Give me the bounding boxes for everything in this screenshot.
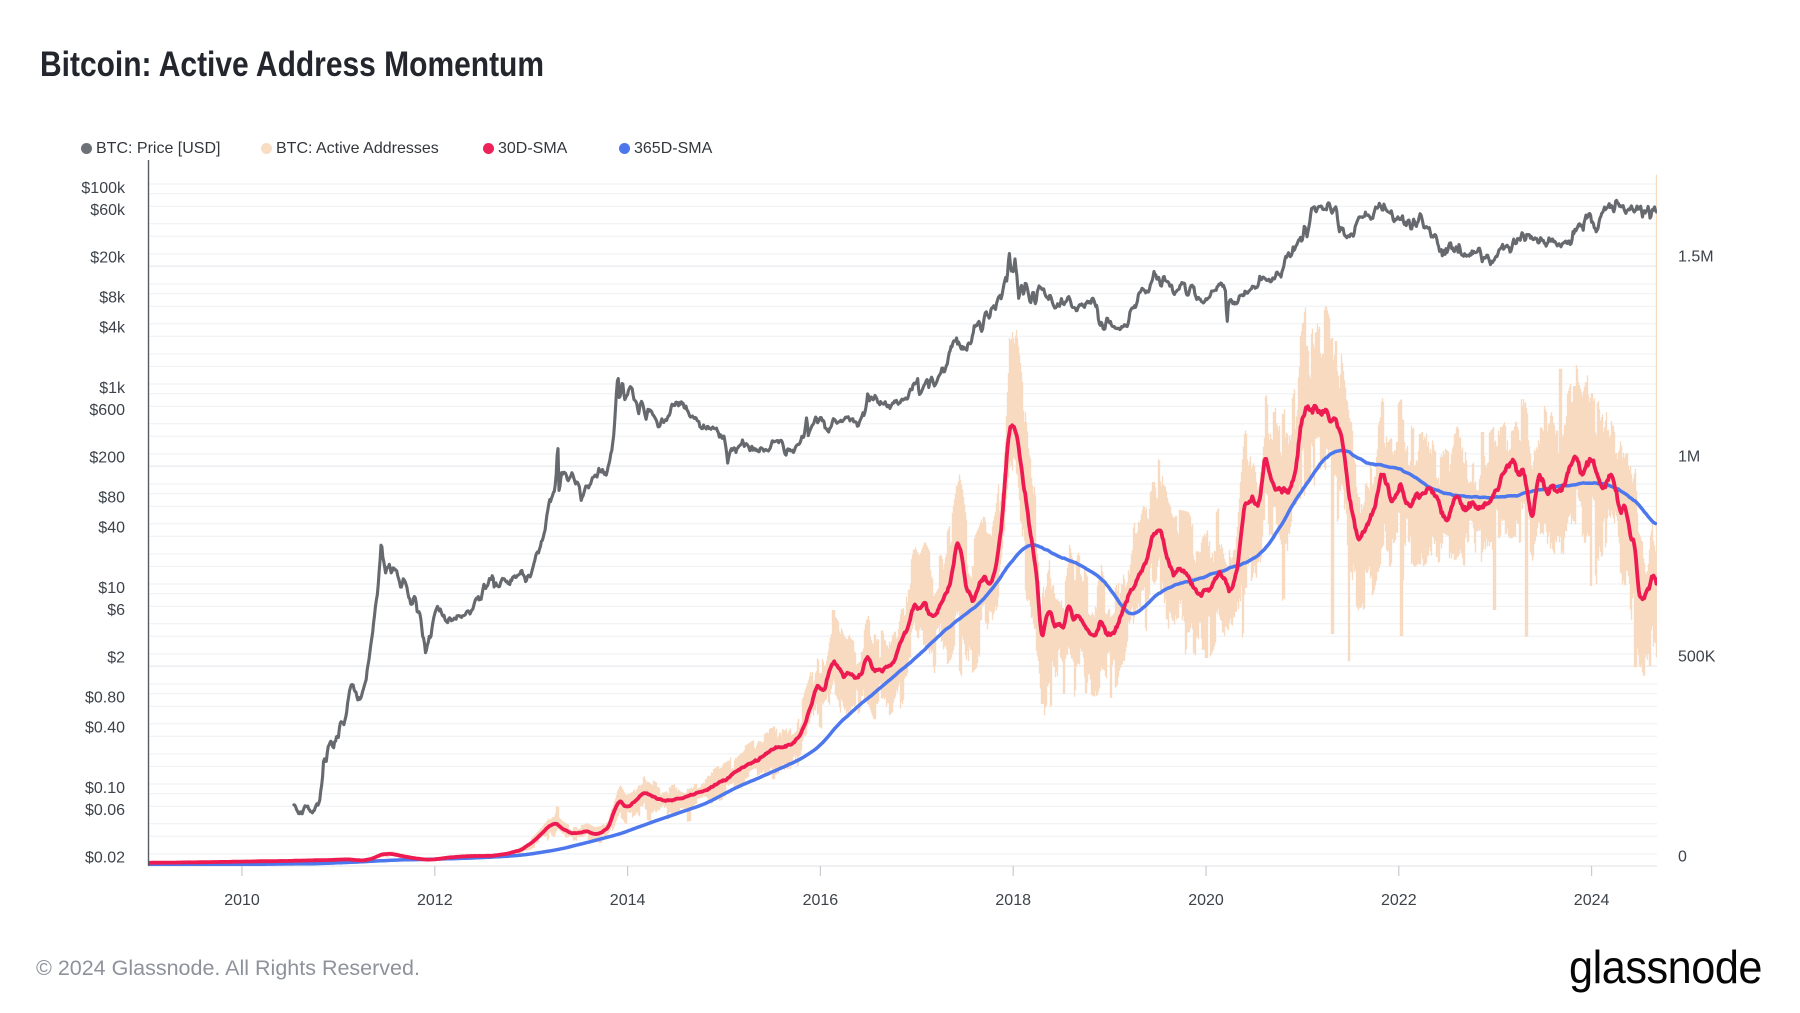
- svg-text:$10: $10: [98, 580, 125, 597]
- svg-text:500K: 500K: [1678, 648, 1716, 665]
- svg-text:$0.06: $0.06: [85, 802, 125, 819]
- svg-text:$2: $2: [107, 650, 125, 667]
- svg-text:Bitcoin: Active Address Moment: Bitcoin: Active Address Momentum: [40, 45, 544, 84]
- svg-text:$0.40: $0.40: [85, 720, 125, 737]
- svg-text:2012: 2012: [417, 892, 453, 909]
- svg-text:$0.10: $0.10: [85, 780, 125, 797]
- svg-text:$200: $200: [89, 450, 125, 467]
- svg-text:2024: 2024: [1574, 892, 1610, 909]
- svg-text:$0.80: $0.80: [85, 690, 125, 707]
- svg-text:1M: 1M: [1678, 448, 1700, 465]
- svg-text:$4k: $4k: [99, 320, 126, 337]
- svg-text:$40: $40: [98, 520, 125, 537]
- svg-text:0: 0: [1678, 848, 1687, 865]
- svg-text:2010: 2010: [224, 892, 260, 909]
- svg-text:$60k: $60k: [90, 202, 126, 219]
- svg-text:2018: 2018: [995, 892, 1031, 909]
- svg-text:$1k: $1k: [99, 380, 126, 397]
- svg-text:$100k: $100k: [81, 180, 126, 197]
- svg-text:2022: 2022: [1381, 892, 1417, 909]
- svg-text:$0.02: $0.02: [85, 850, 125, 867]
- svg-text:1.5M: 1.5M: [1678, 248, 1714, 265]
- svg-text:glassnode: glassnode: [1569, 941, 1762, 993]
- svg-text:2020: 2020: [1188, 892, 1224, 909]
- svg-text:$8k: $8k: [99, 290, 126, 307]
- svg-text:$80: $80: [98, 490, 125, 507]
- svg-text:2016: 2016: [803, 892, 839, 909]
- svg-text:$600: $600: [89, 402, 125, 419]
- svg-text:$6: $6: [107, 602, 125, 619]
- svg-text:$20k: $20k: [90, 250, 126, 267]
- svg-text:2014: 2014: [610, 892, 646, 909]
